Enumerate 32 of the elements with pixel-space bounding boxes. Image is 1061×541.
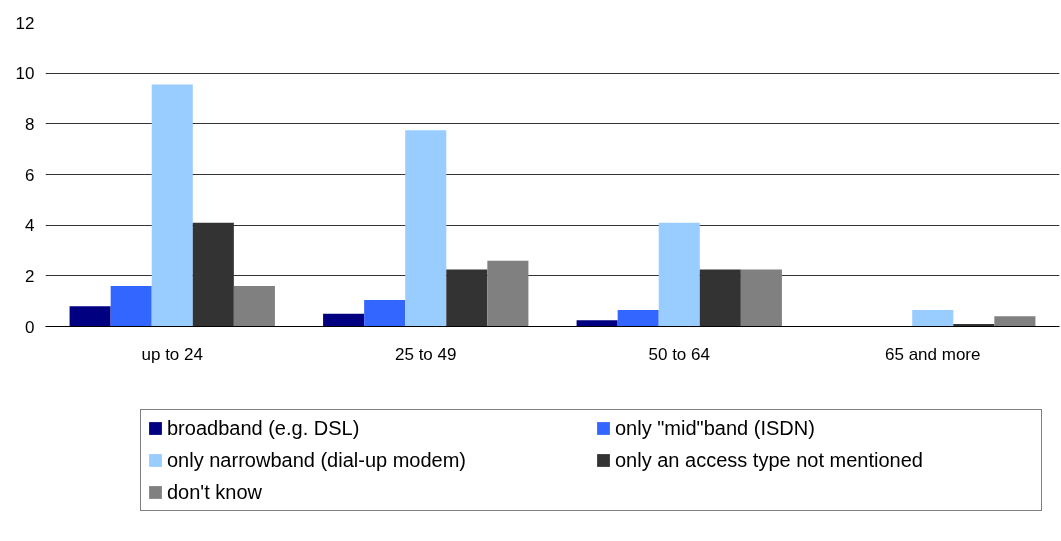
bar [323,313,365,327]
bar [740,269,782,327]
y-tick-label: 10 [15,64,35,84]
bar [110,285,152,327]
bar [576,320,618,327]
bar [658,222,700,327]
x-tick-label: 65 and more [885,344,981,364]
y-tick-label: 4 [25,216,35,236]
bar [151,84,193,327]
bar [487,260,529,327]
y-tick-label: 6 [25,165,35,185]
legend-label: only an access type not mentioned [615,448,924,472]
y-tick-label: 8 [25,114,35,134]
bar [405,130,447,327]
bar [699,269,741,327]
y-tick-label: 12 [15,13,35,33]
legend-label: broadband (e.g. DSL) [167,416,361,440]
bar [233,285,275,327]
y-tick-label: 2 [25,266,35,286]
y-tick-label: 0 [25,317,35,337]
bar [364,299,406,327]
x-tick-label: 50 to 64 [648,344,710,364]
bar [617,310,659,327]
legend-label: only "mid"band (ISDN) [615,416,816,440]
legend-label: don't know [167,480,263,504]
bar [912,310,954,327]
x-tick-label: 25 to 49 [395,344,457,364]
x-tick-label: up to 24 [141,344,203,364]
bar [446,269,488,327]
legend-label: only narrowband (dial-up modem) [167,448,468,472]
bar [994,316,1036,327]
bar [69,306,111,327]
